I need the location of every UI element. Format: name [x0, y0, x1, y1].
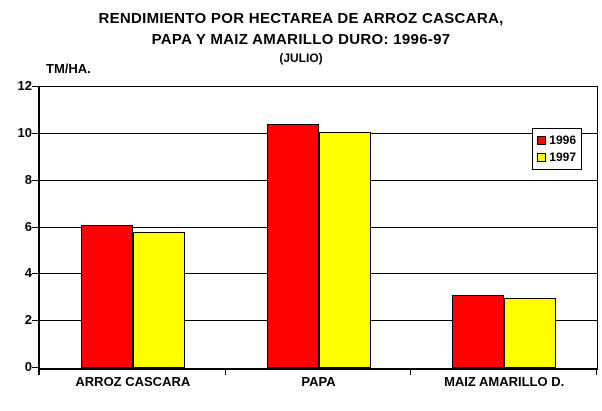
plot-area: 1996 1997 — [38, 86, 598, 375]
legend-swatch-1997 — [537, 153, 547, 162]
bar-1997-maiz-amarillo-d — [504, 297, 557, 368]
chart-title: RENDIMIENTO POR HECTAREA DE ARROZ CASCAR… — [0, 8, 602, 67]
y-tick-label-0: 0 — [24, 359, 32, 374]
y-tick-label-12: 12 — [17, 78, 32, 93]
x-tick-mark-2 — [410, 370, 412, 375]
legend: 1996 1997 — [532, 128, 582, 170]
y-tick-mark-12 — [32, 86, 38, 87]
legend-item-1997: 1997 — [537, 150, 576, 165]
bar-1996-maiz-amarillo-d — [452, 295, 505, 368]
y-tick-mark-0 — [32, 367, 38, 368]
y-tick-label-2: 2 — [24, 312, 32, 328]
x-axis-label-maiz-amarillo-d: MAIZ AMARILLO D. — [444, 374, 565, 389]
y-tick-mark-2 — [32, 320, 38, 322]
bar-1997-arroz-cascara — [132, 232, 185, 368]
x-axis-label-papa: PAPA — [301, 374, 336, 389]
y-tick-mark-4 — [32, 273, 38, 275]
y-tick-mark-8 — [32, 179, 38, 181]
y-tick-mark-6 — [32, 226, 38, 228]
legend-label-1997: 1997 — [549, 150, 576, 164]
x-tick-mark-0 — [38, 370, 40, 375]
y-tick-label-6: 6 — [24, 218, 32, 234]
legend-swatch-1996 — [537, 136, 547, 145]
chart-title-line2: PAPA Y MAIZ AMARILLO DURO: 1996-97 — [151, 31, 451, 48]
y-tick-label-4: 4 — [24, 265, 32, 281]
bar-1996-arroz-cascara — [80, 225, 133, 368]
x-tick-mark-3 — [596, 370, 597, 375]
x-axis-label-arroz-cascara: ARROZ CASCARA — [75, 374, 191, 389]
y-tick-label-8: 8 — [24, 171, 32, 187]
y-tick-label-10: 10 — [17, 124, 32, 140]
y-tick-mark-10 — [32, 132, 38, 134]
chart-title-line1: RENDIMIENTO POR HECTAREA DE ARROZ CASCAR… — [98, 10, 504, 27]
legend-label-1996: 1996 — [549, 133, 576, 147]
legend-item-1996: 1996 — [537, 133, 576, 148]
chart-subtitle: (JULIO) — [279, 51, 323, 65]
y-axis-unit-label: TM/HA. — [46, 61, 91, 76]
bar-1996-papa — [266, 124, 319, 368]
x-tick-mark-1 — [224, 370, 226, 375]
bar-1997-papa — [318, 131, 371, 368]
